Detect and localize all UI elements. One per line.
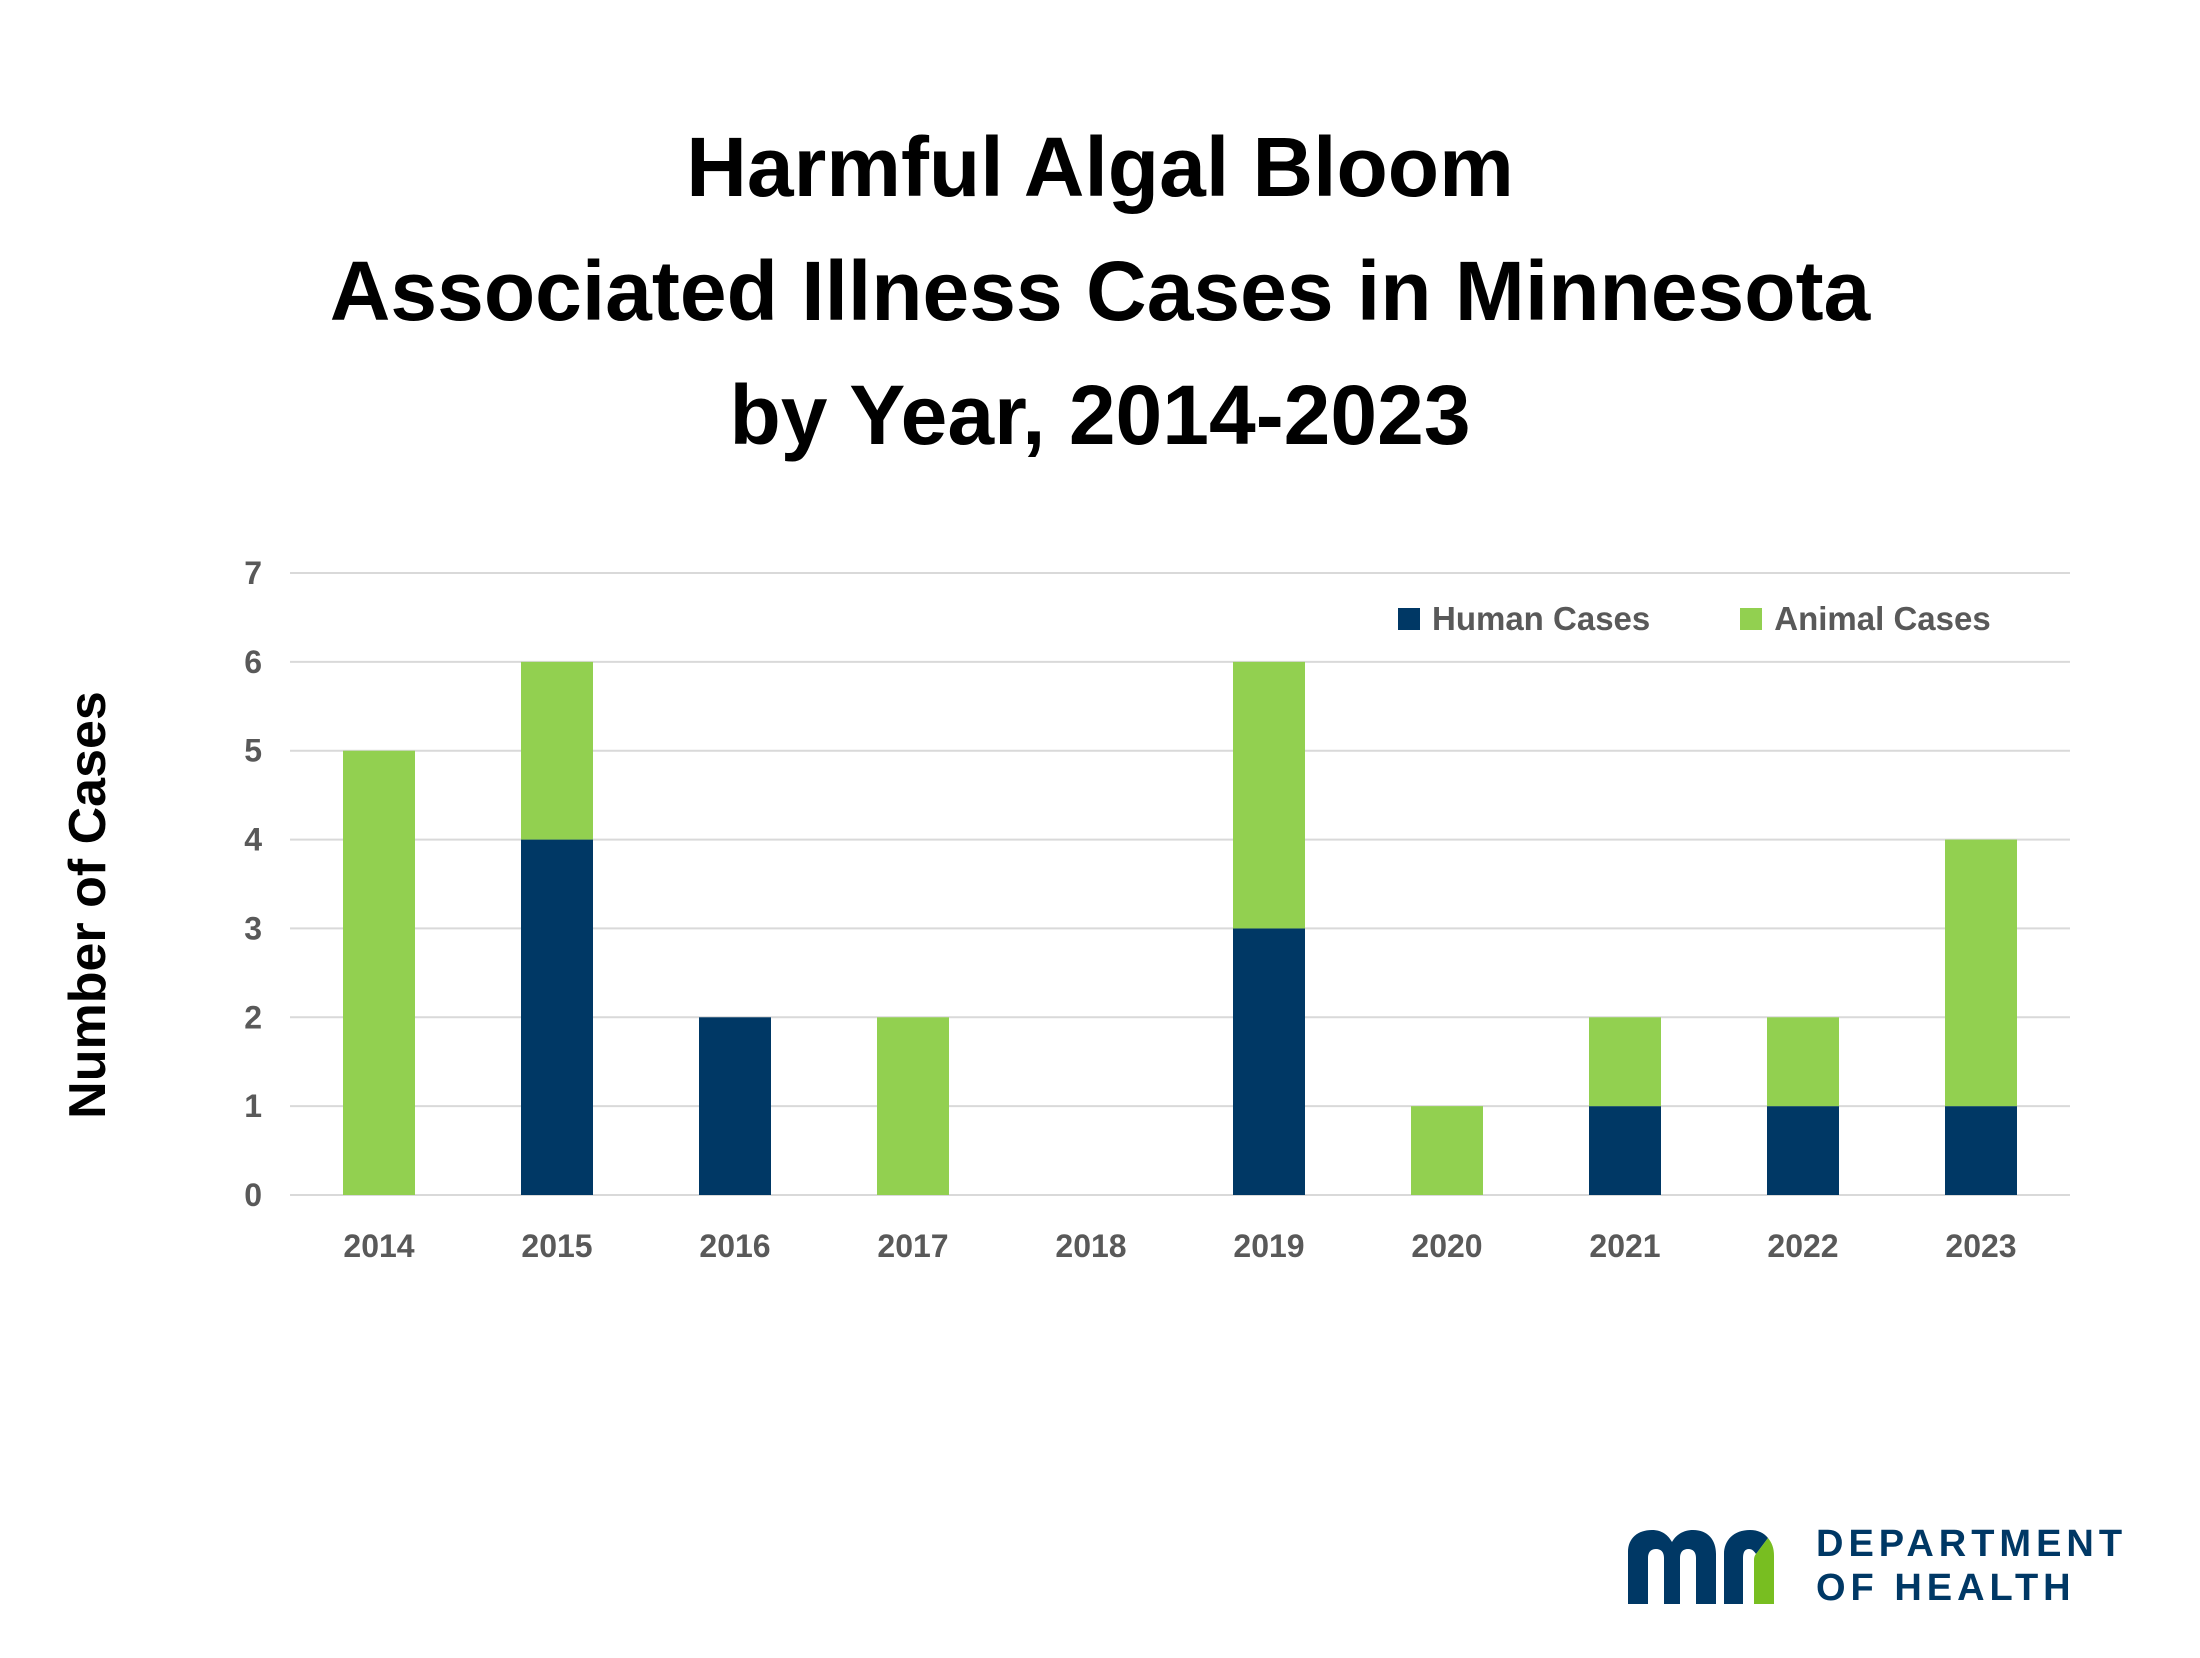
chart-title-line-1: Harmful Algal Bloom [686, 120, 1514, 214]
x-tick-label: 2022 [1767, 1228, 1838, 1264]
x-tick-label: 2021 [1589, 1228, 1660, 1264]
chart-title: Harmful Algal Bloom Associated Illness C… [0, 105, 2200, 477]
x-tick-label: 2015 [521, 1228, 592, 1264]
bar-human-2019 [1233, 928, 1305, 1195]
y-tick-label: 3 [244, 910, 262, 946]
legend-swatch-animal [1740, 608, 1763, 630]
logo-text-line-2: OF HEALTH [1816, 1567, 2076, 1609]
bar-human-2016 [699, 1017, 771, 1195]
y-tick-label: 5 [244, 733, 262, 769]
chart-title-line-3: by Year, 2014-2023 [729, 368, 1471, 462]
y-tick-label: 7 [244, 555, 262, 591]
bar-human-2023 [1945, 1106, 2017, 1195]
x-tick-label: 2014 [343, 1228, 414, 1264]
legend-item-human: Human Cases [1398, 600, 1650, 638]
x-tick-label: 2023 [1945, 1228, 2016, 1264]
bar-animal-2022 [1767, 1017, 1839, 1107]
bar-animal-2020 [1411, 1106, 1483, 1195]
bar-human-2015 [521, 839, 593, 1195]
legend-label-human: Human Cases [1432, 600, 1651, 637]
mn-department-of-health-logo: DEPARTMENT OF HEALTH [1628, 1522, 2127, 1610]
bar-animal-2023 [1945, 839, 2017, 1107]
bar-animal-2019 [1233, 661, 1305, 929]
y-tick-label: 6 [244, 644, 262, 680]
chart-legend: Human Cases Animal Cases [1398, 600, 2081, 638]
legend-item-animal: Animal Cases [1740, 600, 1991, 638]
y-tick-label: 2 [244, 999, 262, 1035]
x-tick-label: 2016 [699, 1228, 770, 1264]
chart-title-line-2: Associated Illness Cases in Minnesota [329, 244, 1871, 338]
bar-human-2021 [1589, 1106, 1661, 1195]
x-tick-label: 2017 [877, 1228, 948, 1264]
bar-animal-2021 [1589, 1017, 1661, 1107]
y-tick-label: 0 [244, 1177, 262, 1213]
logo-text-line-1: DEPARTMENT [1816, 1523, 2128, 1565]
x-tick-label: 2020 [1411, 1228, 1482, 1264]
y-tick-label: 1 [244, 1088, 262, 1124]
x-tick-label: 2019 [1233, 1228, 1304, 1264]
mn-logo-mark-icon [1628, 1530, 1774, 1604]
x-tick-label: 2018 [1055, 1228, 1126, 1264]
legend-label-animal: Animal Cases [1774, 600, 1991, 637]
bar-animal-2015 [521, 661, 593, 840]
bar-human-2022 [1767, 1106, 1839, 1195]
logo-text: DEPARTMENT OF HEALTH [1816, 1522, 2127, 1610]
legend-swatch-human [1398, 608, 1420, 630]
y-tick-label: 4 [244, 822, 262, 858]
bar-animal-2017 [877, 1017, 949, 1195]
bar-animal-2014 [343, 750, 415, 1195]
